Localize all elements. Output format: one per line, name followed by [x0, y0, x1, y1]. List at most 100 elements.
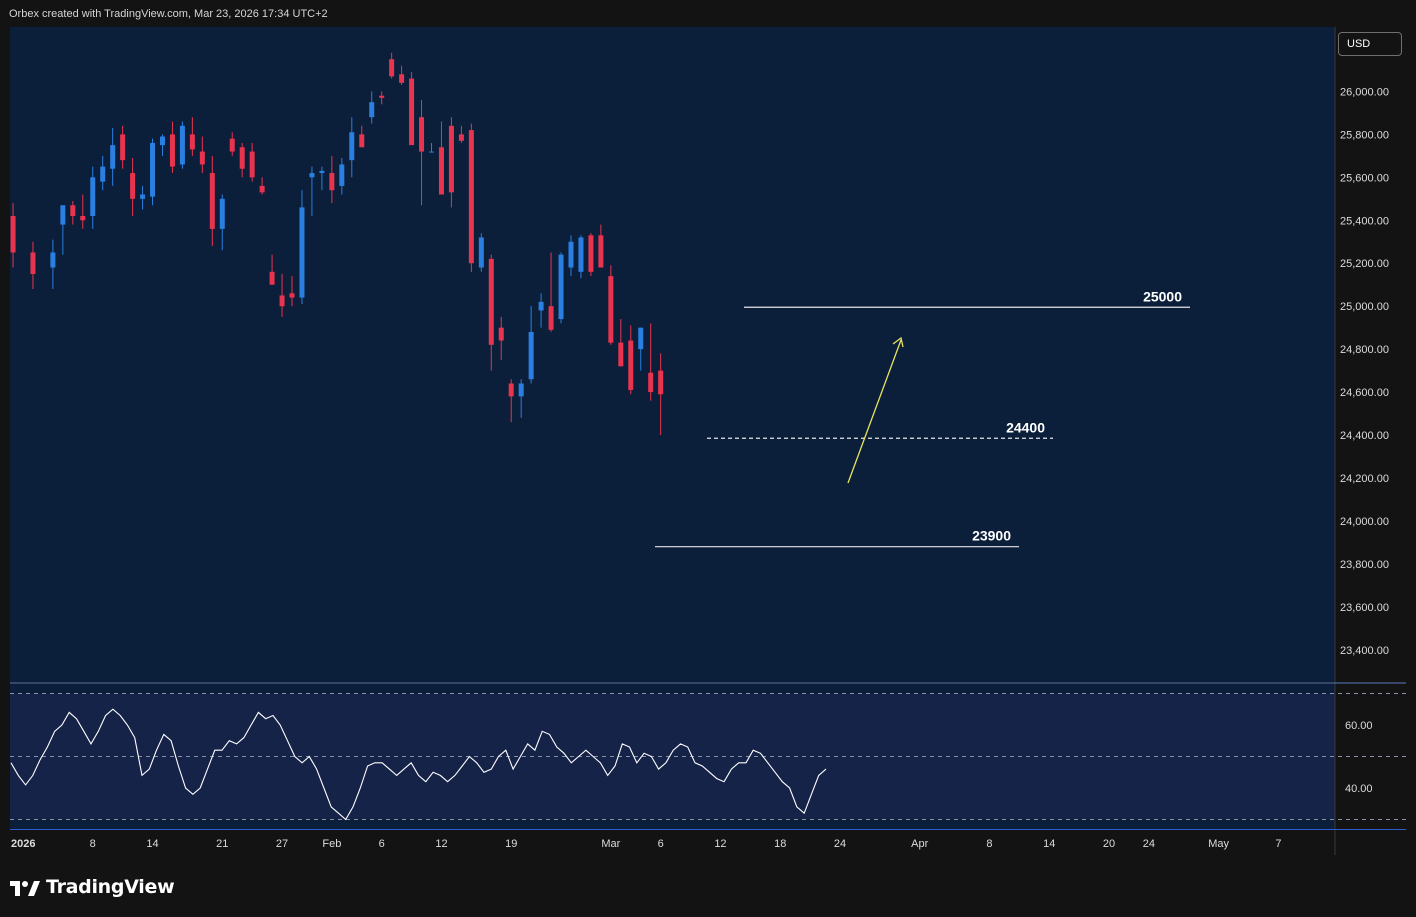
candle — [189, 117, 195, 156]
time-tick-label: 21 — [216, 838, 228, 850]
candle-body — [159, 136, 165, 146]
candle — [448, 117, 454, 208]
candle — [339, 158, 345, 195]
candle — [329, 155, 335, 204]
candle — [518, 379, 524, 418]
candle-body — [199, 151, 205, 165]
candle-body — [638, 327, 644, 350]
candle — [199, 136, 205, 174]
arrow-head — [892, 336, 904, 348]
candle — [150, 138, 156, 206]
time-tick-label: May — [1208, 838, 1229, 850]
candle — [100, 155, 106, 191]
time-tick-label: 12 — [435, 838, 447, 850]
candle — [50, 239, 56, 289]
candle — [259, 177, 265, 195]
arrow-shaft — [847, 339, 902, 484]
candle-body — [140, 194, 146, 199]
candle-body — [80, 215, 86, 221]
price-tick-label: 23,800.00 — [1340, 559, 1389, 571]
candle-body — [389, 59, 395, 77]
candle — [239, 142, 245, 178]
candle — [628, 325, 634, 395]
candle — [608, 265, 614, 345]
candle-body — [548, 306, 554, 330]
level-label-25000: 25000 — [1143, 288, 1182, 304]
candle — [130, 158, 136, 216]
price-tick-label: 25,600.00 — [1340, 172, 1389, 184]
candle-body — [269, 271, 275, 285]
candle-body — [588, 235, 594, 272]
rsi-tick-label: 40.00 — [1345, 783, 1373, 795]
candle — [578, 235, 584, 279]
candle-body — [110, 145, 116, 169]
price-tick-label: 24,400.00 — [1340, 430, 1389, 442]
candle-body — [478, 237, 484, 268]
candle — [289, 276, 295, 307]
candle — [419, 100, 425, 206]
candle-body — [379, 95, 385, 98]
candle — [538, 293, 544, 328]
candle — [169, 121, 175, 174]
candle-body — [249, 151, 255, 178]
price-tick-label: 25,800.00 — [1340, 129, 1389, 141]
candle-body — [648, 372, 654, 393]
candle-body — [219, 198, 225, 229]
candle-body — [568, 241, 574, 268]
tradingview-logo[interactable]: TradingView — [10, 874, 175, 900]
candle-body — [309, 173, 315, 178]
candle-body — [150, 142, 156, 197]
candle-body — [209, 173, 215, 229]
candle — [209, 155, 215, 247]
candle-body — [498, 327, 504, 341]
candle — [80, 194, 86, 229]
candle-body — [608, 276, 614, 343]
candle — [429, 142, 434, 153]
candle-body — [289, 293, 295, 298]
currency-selector[interactable]: USD — [1338, 32, 1402, 56]
candle — [110, 127, 116, 186]
level-label-24400: 24400 — [1006, 419, 1045, 435]
candle — [279, 273, 285, 317]
candle — [369, 91, 375, 124]
candle — [90, 166, 96, 229]
candle — [658, 353, 664, 436]
candle — [438, 121, 444, 195]
price-tick-label: 23,400.00 — [1340, 645, 1389, 657]
candle-body — [538, 301, 544, 311]
candle-body — [10, 215, 16, 253]
candle-body — [528, 331, 534, 380]
candle — [468, 123, 474, 272]
candle — [60, 205, 66, 255]
candle — [508, 379, 514, 423]
time-tick-label: 20 — [1103, 838, 1115, 850]
candle-body — [259, 185, 265, 193]
candle — [349, 117, 355, 178]
candle — [30, 241, 36, 289]
price-tick-label: 24,600.00 — [1340, 387, 1389, 399]
candle — [558, 252, 564, 324]
candle — [458, 125, 464, 143]
main-plot-background — [10, 27, 1335, 682]
candle — [249, 142, 255, 182]
time-tick-label: 14 — [146, 838, 158, 850]
candle-body — [458, 134, 464, 141]
candle-body — [399, 74, 405, 83]
candle-body — [598, 235, 604, 268]
level-label-23900: 23900 — [972, 528, 1011, 544]
candle-body — [50, 252, 56, 268]
candle — [528, 306, 534, 384]
candle-body — [279, 295, 285, 307]
candle — [120, 125, 126, 169]
price-tick-label: 23,600.00 — [1340, 602, 1389, 614]
candle-body — [349, 132, 355, 161]
candlestick-series — [10, 52, 664, 436]
candle — [478, 233, 484, 272]
candle — [568, 235, 574, 277]
time-tick-label: 19 — [505, 838, 517, 850]
candle-body — [179, 125, 185, 165]
candle — [498, 316, 504, 360]
candle-body — [578, 237, 584, 272]
time-tick-label: 6 — [379, 838, 385, 850]
